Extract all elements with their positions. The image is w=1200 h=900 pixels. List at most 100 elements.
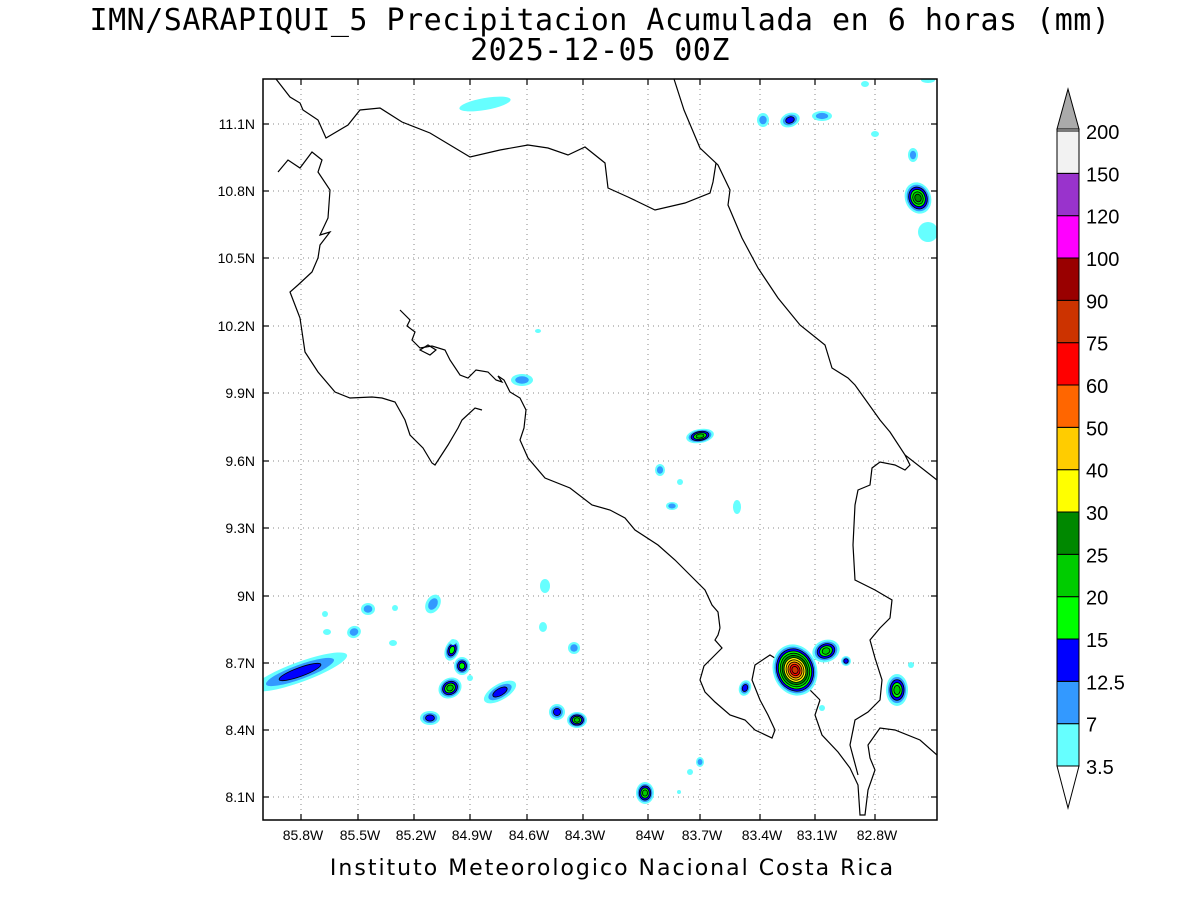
- precip-cell: [655, 464, 665, 476]
- colorbar-label: 150: [1086, 164, 1119, 186]
- precip-cell: [535, 329, 541, 333]
- precip-cell: [696, 757, 704, 767]
- precip-cell: [438, 677, 462, 699]
- lon-tick-label: 84W: [636, 827, 666, 843]
- golfo-dulce: [814, 699, 937, 816]
- lat-tick-label: 8.7N: [225, 655, 255, 671]
- colorbar-label: 75: [1086, 334, 1108, 356]
- colorbar-segment: [1056, 596, 1080, 640]
- precip-cell: [841, 656, 851, 666]
- colorbar-label: 25: [1086, 545, 1108, 567]
- lat-tick-label: 10.8N: [218, 183, 255, 199]
- colorbar-label: 3.5: [1086, 757, 1114, 779]
- lon-tick-label: 82.8W: [857, 827, 898, 843]
- colorbar-segment: [1056, 384, 1080, 428]
- pacific-coast-nicoya: [277, 151, 483, 466]
- precip-cell: [483, 680, 517, 704]
- nicaragua-border: [275, 79, 717, 211]
- precip-cell: [871, 131, 879, 137]
- lon-tick-label: 83.1W: [797, 827, 838, 843]
- colorbar-segment: [1056, 342, 1080, 386]
- colorbar-segment: [1056, 723, 1080, 767]
- coastlines: [275, 79, 937, 816]
- colorbar-label: 12.5: [1086, 672, 1125, 694]
- lat-tick-label: 9.3N: [225, 520, 255, 536]
- precip-cell: [687, 769, 693, 775]
- precip-cell: [420, 711, 440, 725]
- colorbar-label: 30: [1086, 503, 1108, 525]
- colorbar-segment: [1056, 469, 1080, 513]
- lat-tick-label: 9.6N: [225, 453, 255, 469]
- map-axes: 85.8W 85.5W 85.2W 84.9W 84.6W 84.3W 84W 83.7W 83…: [218, 79, 937, 843]
- colorbar-label: 90: [1086, 291, 1108, 313]
- colorbar-segment: [1056, 511, 1080, 555]
- lon-tick-label: 84.3W: [565, 827, 606, 843]
- colorbar-segment: [1056, 130, 1080, 174]
- lon-tick-label: 84.6W: [509, 827, 550, 843]
- map-frame: [262, 78, 938, 821]
- lon-tick-label: 85.8W: [283, 827, 324, 843]
- precip-cell: [666, 502, 678, 510]
- lat-tick-label: 10.2N: [218, 318, 255, 334]
- colorbar-segment: [1056, 426, 1080, 471]
- precipitation-field: [263, 79, 937, 804]
- precip-cell: [467, 675, 473, 681]
- precip-cell: [539, 622, 547, 632]
- colorbar-segment: [1056, 257, 1080, 301]
- colorbar-label: 50: [1086, 418, 1108, 440]
- precip-cell: [347, 625, 361, 639]
- lat-tick-label: 9.9N: [225, 385, 255, 401]
- precip-cell: [389, 640, 397, 646]
- chart-datetime: 2025-12-05 00Z: [470, 33, 730, 68]
- colorbar-segment: [1056, 638, 1080, 682]
- precip-cell: [812, 111, 832, 121]
- colorbar-label: 40: [1086, 461, 1108, 483]
- colorbar-label: 120: [1086, 207, 1119, 229]
- colorbar-segment: [1056, 128, 1080, 132]
- precip-cell: [549, 704, 565, 720]
- precip-cell: [908, 148, 918, 162]
- panama-border: [849, 454, 911, 776]
- lon-tick-label: 84.9W: [452, 827, 493, 843]
- chira-island: [418, 344, 438, 356]
- precip-cell: [738, 680, 752, 696]
- precip-cell: [540, 579, 550, 593]
- colorbar-label: 15: [1086, 630, 1108, 652]
- precip-cell: [819, 705, 825, 711]
- precip-cell: [444, 639, 460, 661]
- precip-cell: [812, 639, 840, 663]
- precip-cell: [677, 479, 683, 485]
- lat-tick-label: 10.5N: [218, 250, 255, 266]
- precip-cell: [450, 639, 456, 645]
- precip-cell: [918, 222, 937, 242]
- precip-cell: [425, 594, 441, 614]
- footer-credit: Instituto Meteorologico Nacional Costa R…: [329, 856, 896, 881]
- colorbar-segment: [1056, 680, 1080, 725]
- colorbar-bottom-arrow: [1056, 765, 1080, 810]
- precip-cell: [392, 605, 398, 611]
- precip-cell: [921, 79, 935, 83]
- lon-tick-label: 85.5W: [340, 827, 381, 843]
- lon-tick-label: 83.4W: [742, 827, 783, 843]
- colorbar-label: 20: [1086, 588, 1108, 610]
- lat-tick-label: 8.4N: [225, 722, 255, 738]
- precip-cell: [459, 96, 511, 112]
- precip-cell: [322, 611, 328, 617]
- chart-title: IMN/SARAPIQUI_5 Precipitacion Acumulada …: [89, 3, 1111, 38]
- colorbar-label: 7: [1086, 715, 1097, 737]
- colorbar-label: 60: [1086, 376, 1108, 398]
- caribbean-coast: [673, 79, 937, 481]
- colorbar-segment: [1056, 172, 1080, 217]
- lat-tick-label: 11.1N: [219, 116, 255, 132]
- precip-cell: [361, 603, 375, 615]
- precip-cell: [780, 112, 800, 128]
- precip-cell: [686, 428, 714, 444]
- lon-tick-label: 83.7W: [682, 827, 723, 843]
- precip-cell: [861, 81, 869, 87]
- precip-cell: [263, 652, 348, 692]
- colorbar-label: 100: [1086, 249, 1119, 271]
- precip-cell: [677, 790, 681, 794]
- precip-cell: [908, 662, 914, 668]
- precip-cell: [904, 182, 932, 214]
- precip-cell: [886, 674, 908, 706]
